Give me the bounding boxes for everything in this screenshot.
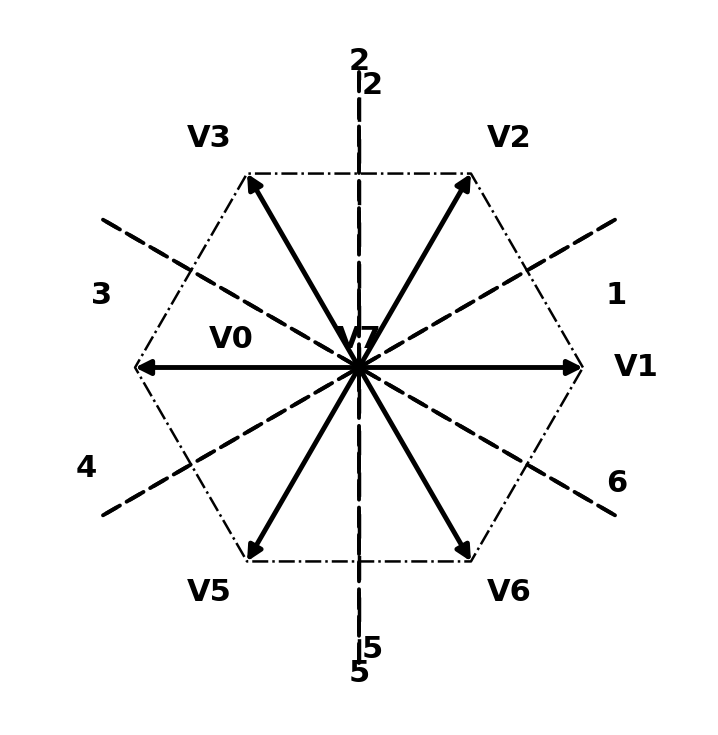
Text: 5: 5 (362, 635, 383, 664)
Text: V0: V0 (209, 325, 253, 354)
Text: V3: V3 (187, 123, 231, 153)
Text: V6: V6 (487, 578, 531, 607)
Text: 2: 2 (348, 47, 370, 76)
Text: 2: 2 (362, 71, 383, 100)
Text: 1: 1 (606, 282, 627, 310)
Text: 5: 5 (348, 659, 370, 688)
Text: V2: V2 (487, 123, 531, 153)
Text: V5: V5 (187, 578, 231, 607)
Text: 4: 4 (75, 453, 96, 483)
Text: V7: V7 (337, 325, 381, 354)
Text: 6: 6 (606, 470, 627, 498)
Text: 3: 3 (91, 282, 112, 310)
Text: V1: V1 (615, 353, 659, 382)
